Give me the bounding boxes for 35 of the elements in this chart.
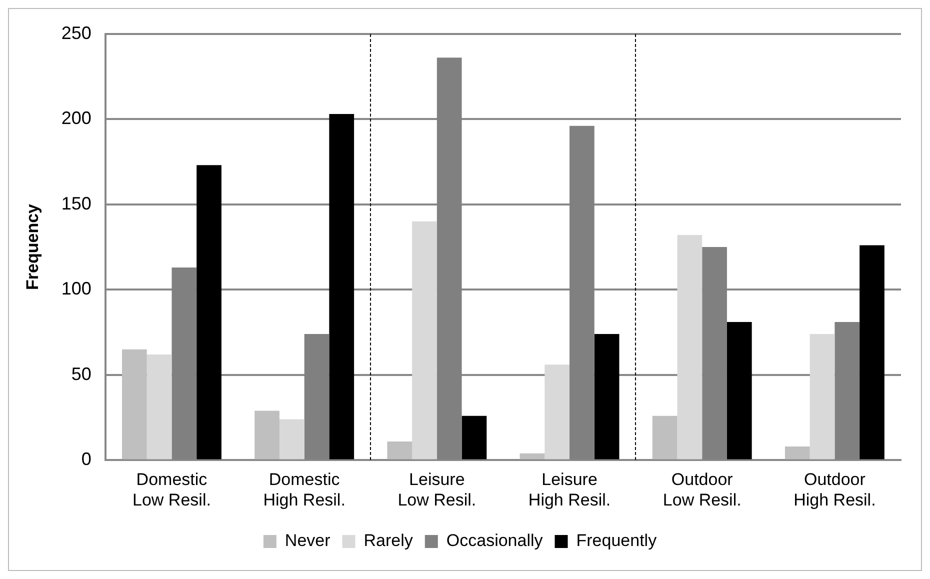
y-tick-label: 0 — [81, 449, 92, 470]
y-tick-label: 150 — [61, 193, 92, 214]
legend-label: Occasionally — [446, 531, 544, 550]
bar — [520, 453, 545, 460]
bar — [544, 364, 570, 460]
bar — [677, 235, 702, 460]
bar — [387, 441, 412, 460]
x-tick-label: Domestic High Resil. — [263, 470, 346, 510]
x-tick-label: Domestic Low Resil. — [132, 470, 211, 510]
x-tick-label: Leisure Low Resil. — [398, 470, 476, 510]
bar — [860, 245, 884, 460]
x-tick-label: Outdoor High Resil. — [794, 470, 876, 510]
bar — [810, 334, 835, 460]
bar — [122, 349, 147, 460]
bar — [254, 410, 280, 460]
bar — [784, 446, 810, 460]
legend-label: Rarely — [364, 531, 414, 550]
legend-label: Never — [284, 531, 331, 550]
y-tick-label: 50 — [71, 364, 92, 384]
bar — [594, 334, 620, 460]
bar — [146, 354, 172, 460]
bar — [279, 419, 304, 460]
y-tick-label: 250 — [61, 22, 92, 43]
legend-label: Frequently — [576, 531, 658, 550]
bar — [726, 322, 752, 460]
y-tick-label: 100 — [61, 278, 92, 299]
x-tick-label: Leisure High Resil. — [528, 470, 611, 510]
y-tick-label: 200 — [61, 108, 92, 128]
bar — [329, 114, 354, 460]
bar — [652, 416, 678, 460]
bar — [412, 221, 437, 460]
y-axis-title: Frequency — [22, 203, 42, 290]
bar — [196, 165, 222, 460]
x-tick-label: Outdoor Low Resil. — [662, 470, 742, 510]
bar — [462, 416, 487, 460]
